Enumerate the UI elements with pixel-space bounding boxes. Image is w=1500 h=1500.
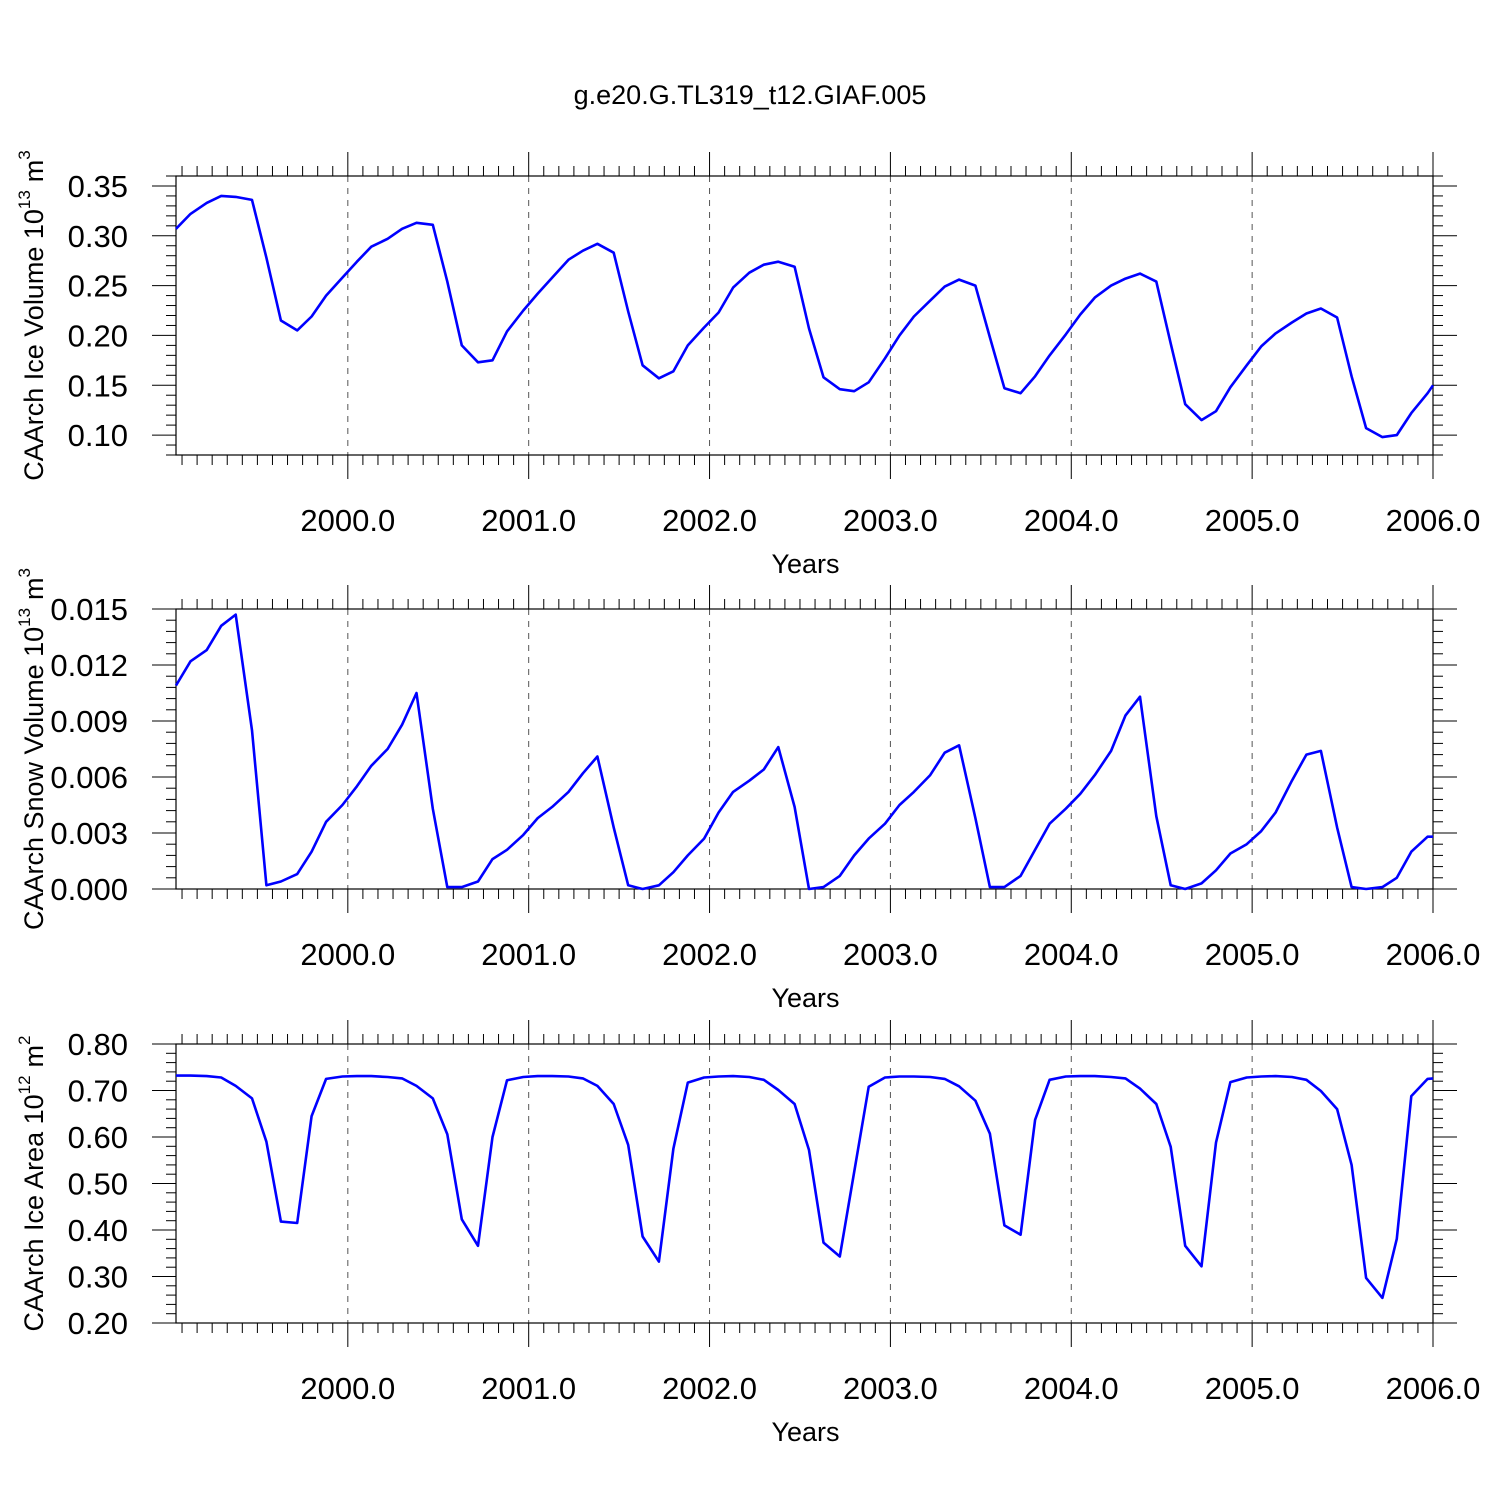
panels: 2000.0 2001.0 2002.0 2003.0 2004.0 2005.0 2006…: [15, 150, 1480, 1447]
x-tick-label: 2006.0: [1386, 503, 1481, 538]
y-axis-title-exponent: 13: [15, 608, 34, 627]
y-tick-label: 0.60: [68, 1120, 128, 1155]
y-axis-title-text: CAArch Ice Volume 10: [19, 209, 49, 481]
x-tick-label: 2002.0: [662, 1371, 757, 1406]
y-tick-label: 0.70: [68, 1074, 128, 1109]
x-tick-label: 2002.0: [662, 503, 757, 538]
x-tick-label: 2003.0: [843, 1371, 938, 1406]
x-tick-label: 2001.0: [481, 937, 576, 972]
plot-frame: [175, 608, 1434, 890]
x-tick-label: 2005.0: [1205, 503, 1300, 538]
x-tick-label: 2001.0: [481, 503, 576, 538]
x-tick-label: 2005.0: [1205, 937, 1300, 972]
panel-2: 2000.0 2001.0 2002.0 2003.0 2004.0 2005.0 2006…: [15, 568, 1480, 1013]
x-tick-label: 2004.0: [1024, 937, 1119, 972]
series-line: [174, 613, 1433, 891]
x-tick-label: 2006.0: [1386, 1371, 1481, 1406]
y-tick-label: 0.50: [68, 1167, 128, 1202]
y-axis-title: CAArch Snow Volume 1013 m3: [15, 568, 49, 930]
y-axis-title-text: CAArch Ice Area 10: [19, 1094, 49, 1331]
x-axis-title: Years: [771, 983, 839, 1013]
x-tick-label: 2001.0: [481, 1371, 576, 1406]
x-tick-label: 2004.0: [1024, 1371, 1119, 1406]
y-axis-title-unit: m: [19, 577, 49, 600]
y-axis-title: CAArch Ice Volume 1013 m3: [15, 150, 49, 481]
y-tick-label: 0.000: [50, 872, 128, 907]
chart-title: g.e20.G.TL319_t12.GIAF.005: [574, 80, 927, 110]
x-tick-label: 2002.0: [662, 937, 757, 972]
y-axis-title-unit-exponent: 2: [15, 1035, 34, 1044]
y-tick-label: 0.25: [68, 269, 128, 304]
x-tick-label: 2003.0: [843, 937, 938, 972]
y-tick-label: 0.80: [68, 1027, 128, 1062]
y-tick-label: 0.015: [50, 592, 128, 627]
y-axis-title-unit-exponent: 3: [15, 568, 34, 577]
y-axis-title-text: CAArch Snow Volume 10: [19, 627, 49, 930]
y-tick-label: 0.30: [68, 1260, 128, 1295]
y-axis-title-unit-exponent: 3: [15, 150, 34, 159]
y-axis-title-exponent: 13: [15, 190, 34, 209]
x-tick-label: 2000.0: [300, 503, 395, 538]
y-tick-label: 0.10: [68, 418, 128, 453]
panel-3: 2000.0 2001.0 2002.0 2003.0 2004.0 2005.0 2006…: [15, 1020, 1480, 1447]
y-tick-label: 0.20: [68, 1306, 128, 1341]
x-axis-title: Years: [771, 1417, 839, 1447]
x-tick-label: 2003.0: [843, 503, 938, 538]
y-axis-title: CAArch Ice Area 1012 m2: [15, 1035, 49, 1331]
x-axis-title: Years: [771, 549, 839, 579]
y-tick-label: 0.012: [50, 648, 128, 683]
y-tick-label: 0.20: [68, 318, 128, 353]
y-tick-label: 0.40: [68, 1213, 128, 1248]
y-axis-title-exponent: 12: [15, 1075, 34, 1094]
y-tick-label: 0.30: [68, 219, 128, 254]
y-tick-label: 0.006: [50, 760, 128, 795]
x-tick-label: 2006.0: [1386, 937, 1481, 972]
series-line: [176, 1074, 1434, 1300]
y-tick-label: 0.009: [50, 704, 128, 739]
x-tick-label: 2000.0: [300, 1371, 395, 1406]
x-tick-label: 2000.0: [300, 937, 395, 972]
panel-1: 2000.0 2001.0 2002.0 2003.0 2004.0 2005.0 2006…: [15, 150, 1480, 579]
series-line: [175, 194, 1435, 439]
x-tick-label: 2004.0: [1024, 503, 1119, 538]
plot-frame: [175, 1043, 1434, 1324]
y-axis-title-unit: m: [19, 160, 49, 183]
y-tick-label: 0.15: [68, 368, 128, 403]
y-tick-label: 0.35: [68, 169, 128, 204]
x-tick-label: 2005.0: [1205, 1371, 1300, 1406]
y-tick-label: 0.003: [50, 816, 128, 851]
plot-frame: [175, 175, 1434, 456]
y-axis-title-unit: m: [19, 1045, 49, 1068]
